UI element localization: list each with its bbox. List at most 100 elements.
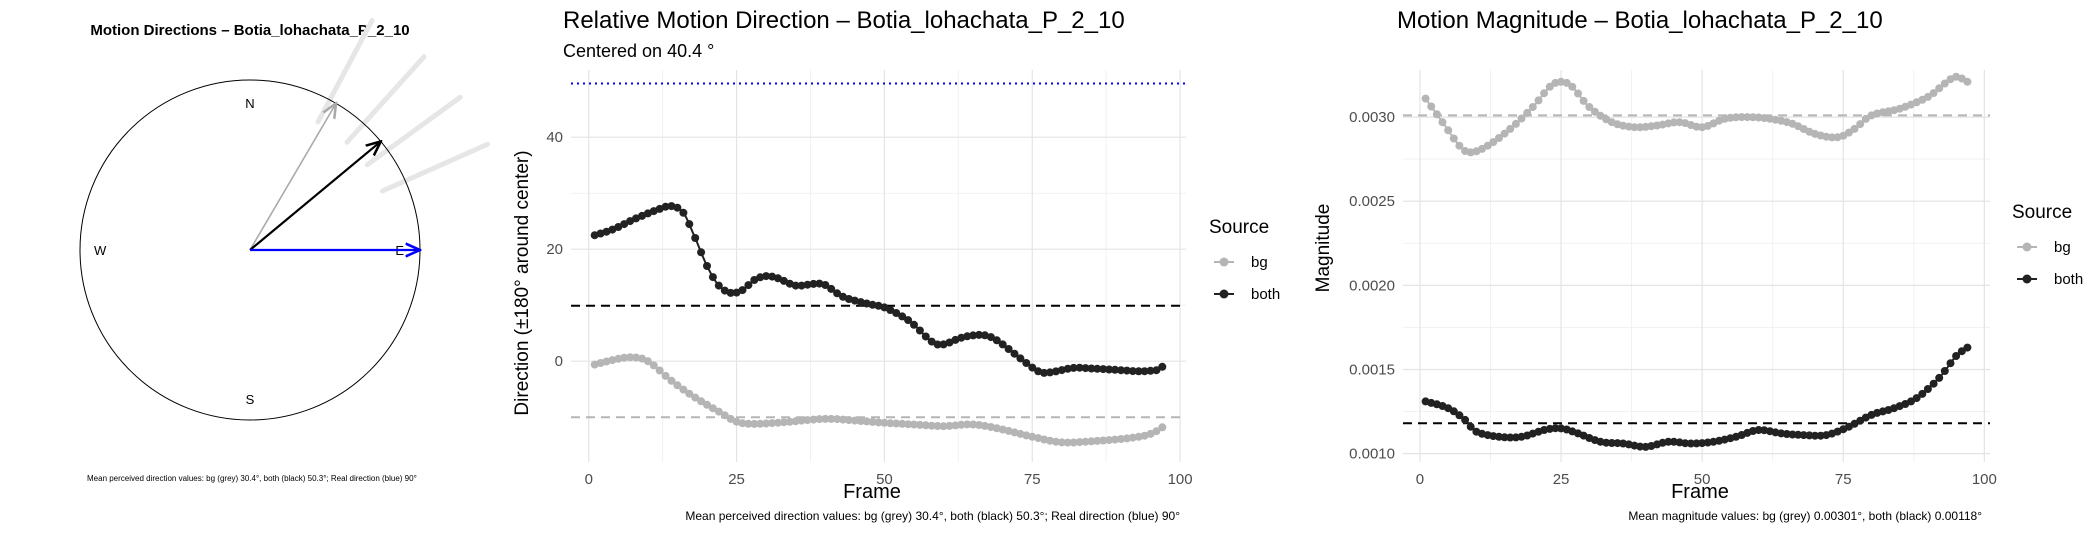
series-point-both xyxy=(1046,368,1054,377)
series-point-bg xyxy=(1523,108,1532,117)
series-point-bg xyxy=(756,419,765,428)
series-point-both xyxy=(892,309,901,317)
series-point-both xyxy=(1466,422,1475,431)
series-point-bg xyxy=(1828,133,1836,142)
series-line-both xyxy=(594,204,1164,374)
direction-y-axis-label: Direction (±180° around center) xyxy=(512,150,533,415)
series-point-bg xyxy=(768,419,777,428)
direction-x-axis-label: Frame xyxy=(843,481,901,503)
series-point-bg xyxy=(1923,92,1932,101)
magnitude-legend-both-label: both xyxy=(2054,271,2083,288)
series-point-both xyxy=(1111,365,1119,374)
series-point-bg xyxy=(1850,124,1859,133)
series-point-bg xyxy=(1122,434,1131,443)
series-point-both xyxy=(1664,437,1673,446)
series-point-bg xyxy=(1427,102,1436,111)
series-point-bg xyxy=(1517,114,1526,123)
compass-arrows xyxy=(249,103,420,250)
series-point-bg xyxy=(791,417,800,426)
direction-grid xyxy=(571,70,1186,462)
series-point-bg xyxy=(821,414,830,423)
series-line-both xyxy=(1425,346,1968,448)
series-point-bg xyxy=(957,420,966,429)
series-point-bg xyxy=(1528,103,1537,111)
direction-legend-both-marker xyxy=(1219,289,1229,299)
series-point-bg xyxy=(1069,438,1078,447)
series-point-bg xyxy=(927,421,936,430)
series-point-bg xyxy=(1737,113,1746,122)
magnitude-tick-labels: 0 25 50 75 100 0.0010 0.0015 0.0020 0.0025 0.0030 xyxy=(1349,109,1997,488)
direction-legend-bg-label: bg xyxy=(1251,254,1268,271)
series-point-both xyxy=(738,286,747,295)
series-point-both xyxy=(1117,366,1125,375)
series-point-both xyxy=(726,288,735,297)
series-point-both xyxy=(915,326,924,335)
series-point-bg xyxy=(1105,436,1114,445)
series-point-bg xyxy=(1455,141,1464,150)
series-point-bg xyxy=(708,404,717,413)
series-point-bg xyxy=(1432,110,1441,119)
series-point-both xyxy=(679,208,688,217)
series-point-bg xyxy=(1128,433,1137,442)
series-point-bg xyxy=(1500,129,1509,138)
series-point-both xyxy=(833,289,842,298)
series-point-both xyxy=(1449,407,1458,416)
series-point-bg xyxy=(1111,435,1119,444)
magnitude-legend-bg-marker xyxy=(2022,242,2032,252)
series-point-both xyxy=(1040,368,1049,377)
x-tick-label: 75 xyxy=(1024,471,1041,488)
series-point-both xyxy=(1455,411,1464,420)
series-point-both xyxy=(1918,389,1927,398)
compass-faint-rays xyxy=(315,17,491,194)
series-point-both xyxy=(1799,431,1808,440)
series-point-bg xyxy=(1449,134,1458,143)
series-point-bg xyxy=(880,418,889,427)
series-point-bg xyxy=(1075,438,1084,447)
series-point-both xyxy=(803,280,812,289)
series-point-bg xyxy=(1743,113,1752,122)
series-point-both xyxy=(673,203,682,212)
series-point-both xyxy=(1681,439,1690,448)
series-point-bg xyxy=(850,416,859,425)
series-point-both xyxy=(1081,364,1090,373)
series-point-both xyxy=(661,202,670,211)
series-point-bg xyxy=(720,411,729,420)
direction-chart: Relative Motion Direction – Botia_lohach… xyxy=(512,7,1280,523)
series-point-bg xyxy=(1063,438,1072,447)
series-point-bg xyxy=(1421,94,1430,103)
series-point-bg xyxy=(1495,134,1503,142)
series-point-both xyxy=(1075,363,1084,372)
series-point-bg xyxy=(744,419,753,428)
y-tick-label: 0.0020 xyxy=(1349,277,1395,294)
x-tick-label: 0 xyxy=(585,471,593,488)
series-point-both xyxy=(1016,354,1025,363)
series-point-both xyxy=(1063,364,1072,373)
magnitude-chart-title: Motion Magnitude – Botia_lohachata_P_2_1… xyxy=(1397,7,1883,34)
series-point-bg xyxy=(1630,123,1639,132)
series-point-both xyxy=(1952,352,1961,360)
series-point-both xyxy=(980,331,989,340)
series-point-both xyxy=(1686,439,1695,448)
series-point-bg xyxy=(803,416,812,425)
series-point-bg xyxy=(1579,96,1588,105)
series-point-both xyxy=(1069,363,1078,372)
series-point-bg xyxy=(833,415,842,424)
series-point-bg xyxy=(643,357,652,366)
series-point-both xyxy=(1022,359,1031,367)
series-point-both xyxy=(1912,394,1921,403)
series-point-bg xyxy=(1669,118,1678,127)
series-point-both xyxy=(1004,345,1013,353)
series-point-bg xyxy=(951,421,960,430)
magnitude-grid xyxy=(1403,70,1990,462)
series-point-both xyxy=(986,333,995,342)
series-point-both xyxy=(1146,366,1155,375)
series-point-both xyxy=(1811,431,1819,440)
series-point-both xyxy=(1963,343,1972,352)
x-tick-label: 50 xyxy=(1694,471,1711,488)
series-point-bg xyxy=(1940,79,1949,88)
series-point-bg xyxy=(1929,89,1938,98)
x-tick-label: 50 xyxy=(876,471,893,488)
magnitude-reference-lines xyxy=(1403,114,1990,425)
series-point-both xyxy=(1028,363,1037,372)
